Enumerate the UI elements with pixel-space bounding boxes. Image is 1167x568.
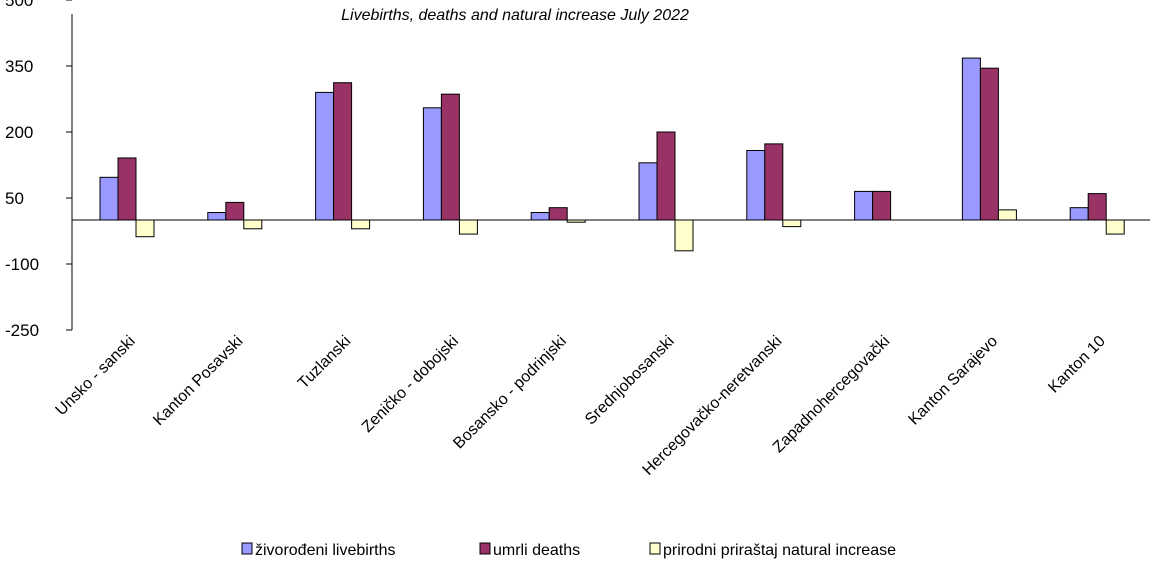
legend: živorođeni livebirths umrli deaths prirodn… — [241, 542, 896, 559]
y-tick-label: -250 — [5, 321, 39, 340]
category-label: Zapadnohercegovački — [770, 333, 893, 456]
category-label: Zeničko - dobojski — [359, 333, 462, 436]
bar — [117, 157, 137, 221]
bar — [746, 149, 766, 221]
bar — [351, 219, 371, 230]
bar — [530, 212, 550, 221]
bar — [997, 209, 1017, 221]
legend-swatch — [479, 542, 491, 555]
y-tick-label: 200 — [5, 123, 33, 142]
bar — [1105, 219, 1125, 235]
category-label: Unsko - sanski — [53, 333, 139, 419]
bar — [764, 143, 784, 221]
bar — [207, 212, 227, 221]
y-tick-label: -100 — [5, 255, 39, 274]
bar — [674, 219, 694, 252]
category-label: Bosansko - podrinjski — [450, 333, 570, 453]
legend-label: umrli deaths — [493, 542, 580, 559]
legend-swatch — [241, 542, 253, 555]
bar — [638, 162, 658, 221]
category-label: Kanton Posavski — [150, 333, 246, 429]
y-axis: 500 350 200 50 -100 -250 — [5, 0, 73, 340]
bar — [333, 82, 353, 221]
bar — [782, 219, 802, 228]
bar — [1087, 193, 1107, 221]
bar — [440, 93, 460, 221]
chart-title: Livebirths, deaths and natural increase … — [341, 7, 689, 24]
category-label: Tuzlanski — [295, 333, 354, 392]
bar — [548, 207, 568, 221]
y-tick-label: 350 — [5, 57, 33, 76]
bar — [243, 219, 263, 230]
y-tick-label: 50 — [5, 189, 24, 208]
legend-label: prirodni priraštaj natural increase — [663, 542, 896, 559]
legend-label: živorođeni livebirths — [255, 542, 396, 559]
bar — [458, 219, 478, 235]
y-tick-label: 500 — [5, 0, 33, 10]
bar — [854, 190, 874, 221]
bar — [99, 176, 119, 221]
bar — [961, 57, 981, 221]
category-label: Kanton 10 — [1045, 333, 1109, 397]
category-labels: Unsko - sanski Kanton Posavski Tuzlanski Ze… — [53, 333, 1109, 479]
bar — [979, 67, 999, 221]
bar — [422, 107, 442, 221]
bar — [872, 190, 892, 221]
bars — [99, 57, 1125, 252]
category-label: Srednjobosanski — [582, 333, 678, 429]
category-label: Kanton Sarajevo — [905, 333, 1001, 429]
bar — [315, 91, 335, 221]
bar — [225, 201, 245, 221]
bar — [656, 131, 676, 221]
legend-swatch — [649, 542, 661, 555]
bar — [1069, 207, 1089, 221]
bar — [135, 219, 155, 238]
